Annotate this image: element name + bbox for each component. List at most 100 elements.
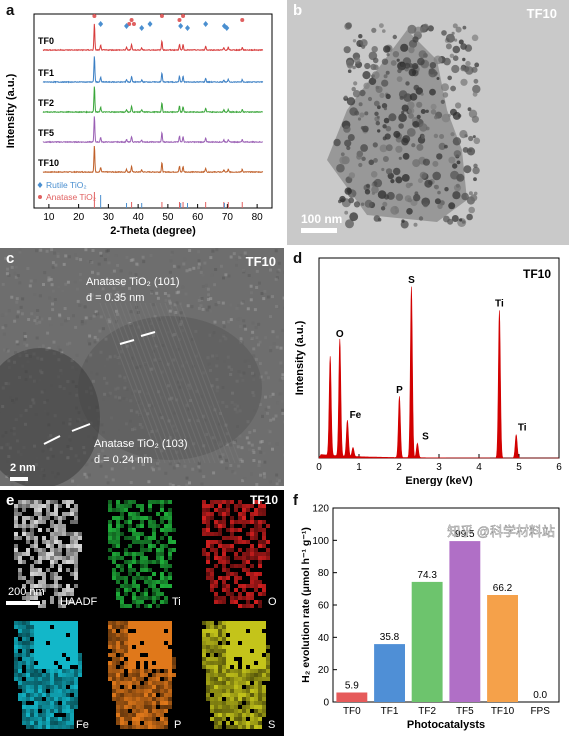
- map-pixel: [238, 548, 242, 552]
- map-pixel: [124, 520, 128, 524]
- map-pixel: [202, 653, 206, 657]
- texture-speck: [280, 399, 284, 403]
- texture-speck: [280, 376, 284, 380]
- map-pixel: [22, 653, 26, 657]
- texture-speck: [88, 293, 92, 297]
- map-pixel: [254, 633, 258, 637]
- panel-c-label: c: [6, 250, 15, 267]
- nanoparticle: [390, 60, 397, 66]
- texture-speck: [96, 272, 100, 276]
- map-pixel: [58, 604, 62, 608]
- nanoparticle: [405, 182, 412, 189]
- texture-speck: [21, 297, 25, 301]
- map-pixel: [218, 725, 222, 729]
- map-pixel: [250, 625, 254, 629]
- map-pixel: [38, 508, 42, 512]
- map-pixel: [62, 592, 66, 596]
- map-pixel: [210, 653, 214, 657]
- nanoparticle: [377, 105, 381, 110]
- map-pixel: [46, 500, 50, 504]
- map-pixel: [136, 705, 140, 709]
- texture-speck: [263, 475, 267, 479]
- map-pixel: [30, 536, 34, 540]
- panel-a-label: a: [6, 2, 15, 19]
- map-pixel: [202, 665, 206, 669]
- map-pixel: [238, 528, 242, 532]
- map-pixel: [30, 721, 34, 725]
- nanoparticle: [465, 60, 471, 67]
- map-pixel: [206, 528, 210, 532]
- map-pixel: [234, 697, 238, 701]
- nanoparticle: [451, 31, 455, 35]
- map-pixel: [258, 665, 262, 669]
- map-pixel: [160, 629, 164, 633]
- map-pixel: [22, 681, 26, 685]
- map-pixel: [148, 544, 152, 548]
- texture-speck: [83, 305, 87, 309]
- texture-speck: [222, 320, 226, 324]
- map-pixel: [222, 556, 226, 560]
- map-pixel: [148, 665, 152, 669]
- map-pixel: [262, 520, 266, 524]
- map-pixel: [242, 520, 246, 524]
- map-pixel: [258, 657, 262, 661]
- map-pixel: [42, 665, 46, 669]
- map-pixel: [202, 508, 206, 512]
- legend-marker-rutile: [37, 182, 43, 188]
- map-pixel: [148, 677, 152, 681]
- map-pixel: [160, 580, 164, 584]
- map-pixel: [22, 508, 26, 512]
- map-pixel: [210, 584, 214, 588]
- map-pixel: [116, 504, 120, 508]
- map-pixel: [128, 552, 132, 556]
- map-pixel: [136, 552, 140, 556]
- texture-speck: [147, 480, 151, 484]
- map-pixel: [54, 528, 58, 532]
- nanoparticle: [336, 163, 345, 173]
- map-pixel: [226, 649, 230, 653]
- map-pixel: [46, 721, 50, 725]
- map-pixel: [202, 637, 206, 641]
- map-pixel: [238, 693, 242, 697]
- map-pixel: [160, 693, 164, 697]
- texture-speck: [258, 403, 262, 407]
- map-pixel: [168, 516, 172, 520]
- bar: [374, 644, 405, 702]
- map-pixel: [62, 649, 66, 653]
- map-pixel: [168, 528, 172, 532]
- map-pixel: [38, 725, 42, 729]
- map-pixel: [46, 512, 50, 516]
- map-pixel: [258, 649, 262, 653]
- map-pixel: [66, 637, 70, 641]
- map-pixel: [144, 621, 148, 625]
- map-pixel: [160, 536, 164, 540]
- texture-speck: [129, 310, 133, 314]
- y-tick-label: 80: [318, 568, 330, 579]
- map-pixel: [50, 665, 54, 669]
- map-pixel: [112, 641, 116, 645]
- map-pixel: [62, 657, 66, 661]
- nanoparticle: [400, 43, 409, 52]
- map-pixel: [136, 637, 140, 641]
- nanoparticle: [447, 113, 451, 117]
- map-pixel: [26, 504, 30, 508]
- texture-speck: [203, 261, 207, 265]
- map-pixel: [250, 548, 254, 552]
- scale-bar-label: 100 nm: [301, 212, 343, 226]
- map-pixel: [38, 592, 42, 596]
- texture-speck: [19, 305, 23, 309]
- map-pixel: [266, 669, 270, 673]
- texture-speck: [88, 284, 92, 288]
- texture-speck: [255, 286, 259, 289]
- texture-speck: [115, 309, 118, 313]
- texture-speck: [16, 274, 20, 277]
- map-pixel: [234, 669, 238, 673]
- texture-speck: [68, 257, 72, 261]
- map-pixel: [218, 685, 222, 689]
- nanoparticle: [398, 156, 402, 160]
- map-pixel: [62, 629, 66, 633]
- nanocrystal: [78, 316, 262, 460]
- xrd-series-line: [42, 145, 264, 174]
- map-pixel: [132, 528, 136, 532]
- nanoparticle: [383, 117, 390, 124]
